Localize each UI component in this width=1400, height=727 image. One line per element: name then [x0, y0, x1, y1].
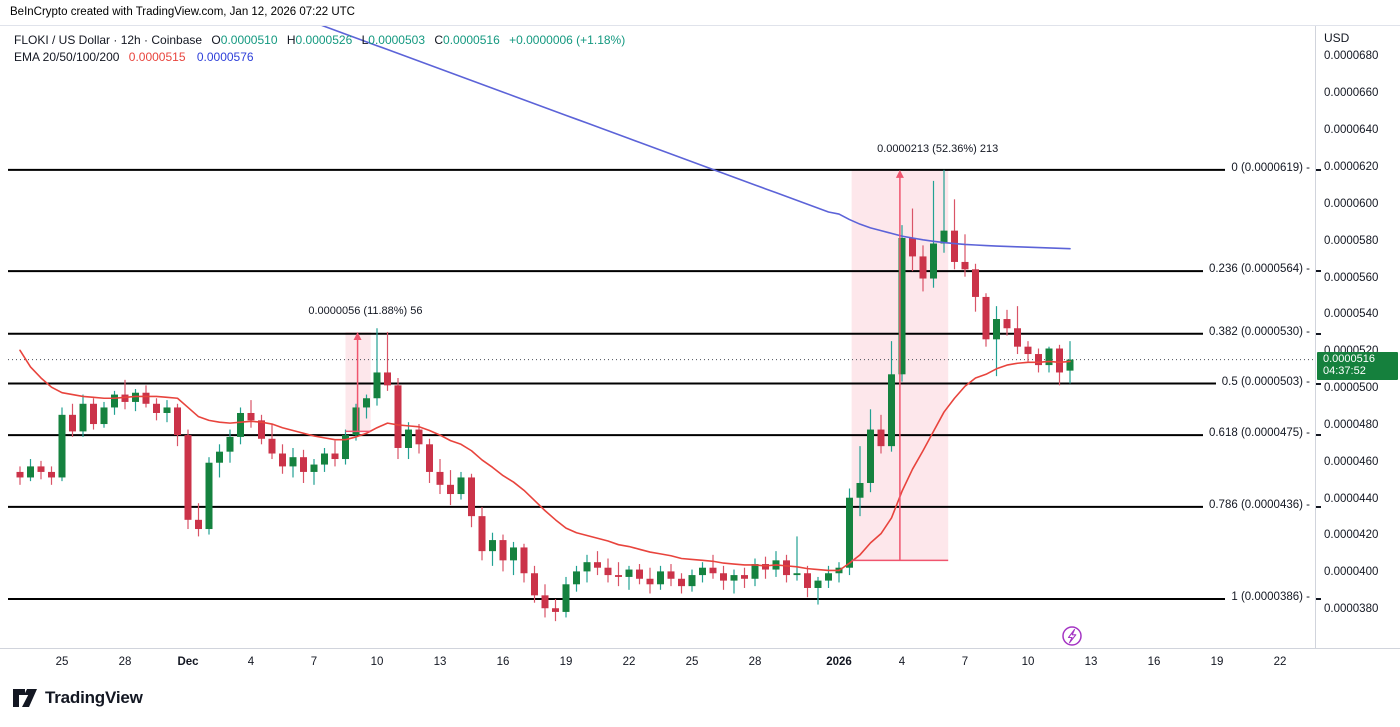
price-tick-label: 0.0000580: [1324, 234, 1379, 247]
time-tick-label: 28: [118, 656, 132, 668]
time-tick-label: 19: [1210, 656, 1224, 668]
ema-200-line: [313, 21, 1071, 250]
tradingview-logo-icon: [13, 689, 37, 707]
close-label: C: [434, 33, 444, 47]
price-tick-label: 0.0000660: [1324, 87, 1379, 100]
time-tick-label: 2026: [826, 656, 852, 668]
time-tick-label: 7: [310, 656, 318, 668]
candlestick-chart-canvas[interactable]: [0, 0, 1315, 678]
footer-bar: TradingView: [0, 679, 1400, 727]
high-value: 0.0000526: [295, 33, 353, 47]
fib-level-label: 0 (0.0000619) -: [1231, 161, 1310, 174]
open-label: O: [211, 33, 221, 47]
fib-level-label: 0.618 (0.0000475) -: [1208, 427, 1310, 440]
time-tick-label: 25: [55, 656, 69, 668]
time-tick-label: 7: [961, 656, 969, 668]
chart-plot-area: FLOKI / US Dollar · 12h · Coinbase O0.00…: [0, 25, 1315, 648]
low-label: L: [361, 33, 369, 47]
time-tick-label: 19: [559, 656, 573, 668]
lightning-marker-icon[interactable]: [1062, 626, 1082, 646]
price-tick-label: 0.0000600: [1324, 197, 1379, 210]
chart-legend: FLOKI / US Dollar · 12h · Coinbase O0.00…: [14, 32, 625, 66]
time-tick-label: 10: [370, 656, 384, 668]
measurement-label-january: 0.0000213 (52.36%) 213: [877, 142, 999, 155]
time-tick-label: 22: [622, 656, 636, 668]
time-tick-label: 13: [433, 656, 447, 668]
price-tick-label: 0.0000400: [1324, 566, 1379, 579]
fib-level-label: 0.5 (0.0000503) -: [1221, 375, 1310, 388]
price-tick-label: 0.0000540: [1324, 308, 1379, 321]
price-tick-label: 0.0000480: [1324, 418, 1379, 431]
current-price-value: 0.0000516: [1323, 352, 1375, 365]
price-tick-label: 0.0000640: [1324, 124, 1379, 137]
fib-level-label: 0.382 (0.0000530) -: [1208, 325, 1310, 338]
price-tick-label: 0.0000620: [1324, 161, 1379, 173]
symbol-title[interactable]: FLOKI / US Dollar · 12h · Coinbase: [14, 33, 203, 47]
price-tick-label: 0.0000460: [1324, 455, 1379, 468]
time-tick-label: 28: [748, 656, 762, 668]
attribution-text: BeInCrypto created with TradingView.com,…: [10, 6, 355, 18]
open-value: 0.0000510: [220, 33, 278, 47]
fib-axis-tick: [1316, 434, 1321, 437]
price-tick-label: 0.0000500: [1324, 382, 1379, 395]
time-tick-label: 22: [1273, 656, 1287, 668]
time-tick-label: 10: [1021, 656, 1035, 668]
low-value: 0.0000503: [368, 33, 426, 47]
fib-axis-tick: [1316, 270, 1321, 273]
ema-indicator-row: EMA 20/50/100/200 0.0000515 0.0000576: [14, 49, 625, 65]
tradingview-logo-text: TradingView: [45, 688, 143, 707]
high-label: H: [286, 33, 296, 47]
time-tick-label: 13: [1084, 656, 1098, 668]
time-axis[interactable]: 25 28 Dec 4 7 10 13 16 19 22 25 28 2026 4 7 10 13 16 19 22: [0, 648, 1400, 680]
candles-layer: [16, 169, 1074, 622]
price-tick-label: 0.0000420: [1324, 529, 1379, 542]
fib-axis-tick: [1316, 168, 1321, 171]
time-tick-label: 16: [1147, 656, 1161, 668]
fib-level-label: 0.236 (0.0000564) -: [1208, 263, 1310, 276]
tradingview-logo[interactable]: TradingView: [12, 688, 143, 708]
price-tick-label: 0.0000440: [1324, 492, 1379, 505]
measurement-label-december: 0.0000056 (11.88%) 56: [308, 304, 423, 317]
fib-axis-tick: [1316, 598, 1321, 601]
fib-axis-tick: [1316, 505, 1321, 508]
symbol-ohlc-row: FLOKI / US Dollar · 12h · Coinbase O0.00…: [14, 32, 625, 48]
fib-level-label: 1 (0.0000386) -: [1231, 591, 1310, 604]
attribution-bar: BeInCrypto created with TradingView.com,…: [0, 0, 1400, 26]
time-tick-label: Dec: [177, 656, 199, 668]
time-tick-label: 4: [247, 656, 255, 668]
price-tick-label: 0.0000560: [1324, 271, 1379, 284]
price-tick-label: 0.0000680: [1324, 50, 1379, 63]
price-axis[interactable]: USD 0.0000680 0.0000660 0.0000640 0.0000620…: [1315, 25, 1400, 678]
ema-slow-value: 0.0000576: [196, 50, 254, 64]
bar-countdown: 04:37:52: [1323, 365, 1366, 378]
fib-labels-layer: 0 (0.0000619) - 0.236 (0.0000564) - 0.382 …: [1208, 161, 1310, 604]
time-tick-label: 4: [898, 656, 906, 668]
time-tick-label: 16: [496, 656, 510, 668]
close-value: 0.0000516: [443, 33, 500, 47]
ema-lines: [19, 21, 1071, 572]
ema-fast-value: 0.0000515: [128, 50, 186, 64]
time-tick-label: 25: [685, 656, 699, 668]
ema-20-line: [19, 349, 1071, 572]
price-axis-currency-label: USD: [1324, 31, 1350, 45]
fib-axis-tick: [1316, 382, 1321, 385]
current-price-label: 0.0000516 04:37:52: [1317, 351, 1398, 380]
ema-indicator-label[interactable]: EMA 20/50/100/200: [14, 50, 120, 64]
change-value: +0.0000006 (+1.18%): [509, 33, 626, 47]
fib-level-label: 0.786 (0.0000436) -: [1208, 498, 1310, 511]
measurement-arrows: [345, 169, 949, 562]
price-tick-label: 0.0000380: [1324, 603, 1379, 616]
fib-axis-tick: [1316, 332, 1321, 335]
